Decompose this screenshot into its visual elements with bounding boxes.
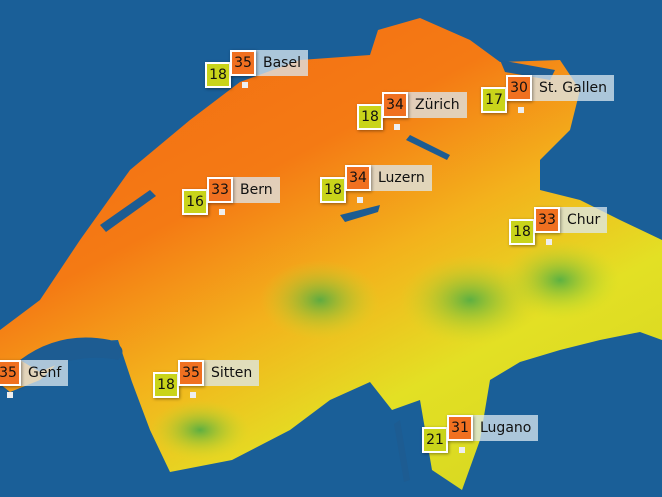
city-name: Sitten: [204, 360, 260, 386]
lake-lucerne: [340, 205, 380, 222]
city-marker-icon: [219, 209, 225, 215]
city-marker-icon: [190, 392, 196, 398]
city-marker-icon: [242, 82, 248, 88]
city-name: St. Gallen: [532, 75, 614, 101]
city-name: Lugano: [473, 415, 539, 441]
city-name: Zürich: [408, 92, 467, 118]
lake-neuchatel: [100, 190, 156, 232]
min-temp: 21: [422, 427, 448, 453]
lake-maggiore: [394, 420, 410, 482]
max-temp: 35: [230, 50, 256, 76]
city-name: Basel: [256, 50, 308, 76]
min-temp: 16: [182, 189, 208, 215]
max-temp: 35: [0, 360, 21, 386]
city-name: Chur: [560, 207, 608, 233]
max-temp: 35: [178, 360, 204, 386]
city-marker-icon: [518, 107, 524, 113]
min-temp: 18: [320, 177, 346, 203]
min-temp: 18: [205, 62, 231, 88]
city-marker-icon: [394, 124, 400, 130]
city-name: Bern: [233, 177, 280, 203]
max-temp: 34: [345, 165, 371, 191]
min-temp: 18: [153, 372, 179, 398]
min-temp: 18: [357, 104, 383, 130]
lake-zurich: [406, 135, 450, 160]
max-temp: 34: [382, 92, 408, 118]
max-temp: 33: [207, 177, 233, 203]
min-temp: 18: [509, 219, 535, 245]
city-marker-icon: [546, 239, 552, 245]
city-name: Luzern: [371, 165, 432, 191]
city-marker-icon: [357, 197, 363, 203]
min-temp: 17: [481, 87, 507, 113]
city-marker-icon: [459, 447, 465, 453]
city-marker-icon: [7, 392, 13, 398]
max-temp: 33: [534, 207, 560, 233]
city-name: Genf: [21, 360, 69, 386]
max-temp: 31: [447, 415, 473, 441]
max-temp: 30: [506, 75, 532, 101]
